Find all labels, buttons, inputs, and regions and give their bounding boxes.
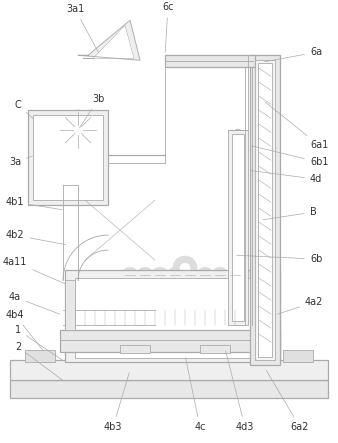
Bar — [10, 360, 328, 380]
Wedge shape — [168, 267, 183, 275]
Text: C: C — [15, 100, 33, 118]
Text: 6b1: 6b1 — [252, 146, 329, 167]
Polygon shape — [83, 25, 134, 58]
Bar — [60, 330, 280, 352]
Text: 4d: 4d — [251, 171, 322, 184]
Bar — [33, 115, 103, 200]
Text: 4d3: 4d3 — [226, 351, 254, 432]
Bar — [258, 63, 272, 357]
Wedge shape — [122, 267, 138, 275]
Bar — [255, 60, 275, 360]
Bar — [75, 278, 270, 358]
Circle shape — [81, 281, 83, 283]
Text: 4a2: 4a2 — [277, 297, 323, 314]
Text: 4a11: 4a11 — [3, 257, 66, 284]
Text: 6c: 6c — [162, 2, 174, 52]
Circle shape — [93, 281, 95, 283]
Wedge shape — [197, 267, 213, 275]
Bar — [232, 134, 244, 321]
Text: 3b: 3b — [79, 94, 104, 128]
Circle shape — [69, 281, 71, 283]
Bar — [28, 110, 108, 205]
Text: 6a1: 6a1 — [265, 102, 328, 150]
Text: 3a: 3a — [9, 156, 32, 167]
Bar — [228, 130, 248, 325]
Circle shape — [173, 256, 197, 280]
Text: 2: 2 — [15, 342, 63, 381]
Polygon shape — [78, 20, 140, 60]
Text: 4b3: 4b3 — [104, 373, 129, 432]
Circle shape — [141, 281, 143, 283]
Circle shape — [129, 281, 131, 283]
Bar — [250, 55, 280, 365]
Text: 1: 1 — [15, 325, 63, 361]
Wedge shape — [227, 267, 242, 275]
Wedge shape — [152, 267, 168, 275]
Text: 4b1: 4b1 — [6, 197, 62, 210]
Text: 4b4: 4b4 — [6, 310, 43, 351]
Bar — [65, 270, 280, 362]
Text: 6b: 6b — [237, 254, 322, 264]
Bar — [120, 345, 150, 353]
Circle shape — [180, 263, 190, 273]
Circle shape — [201, 281, 203, 283]
Text: 4a: 4a — [9, 292, 59, 314]
Circle shape — [165, 281, 167, 283]
Wedge shape — [213, 267, 227, 275]
Circle shape — [213, 281, 215, 283]
Text: 6a: 6a — [265, 47, 322, 62]
Bar — [10, 380, 328, 398]
Circle shape — [225, 281, 227, 283]
Bar — [200, 345, 230, 353]
Bar — [165, 55, 255, 67]
Circle shape — [153, 281, 155, 283]
Wedge shape — [138, 267, 152, 275]
Circle shape — [189, 281, 191, 283]
Text: 6a2: 6a2 — [266, 370, 309, 432]
Bar — [25, 350, 55, 362]
Bar — [283, 350, 313, 362]
Text: 4b2: 4b2 — [6, 230, 65, 245]
Text: 4c: 4c — [186, 358, 206, 432]
Circle shape — [117, 281, 119, 283]
Text: B: B — [263, 207, 317, 220]
Wedge shape — [183, 267, 197, 275]
Circle shape — [237, 281, 239, 283]
Circle shape — [105, 281, 107, 283]
Bar — [65, 280, 75, 330]
Circle shape — [177, 281, 179, 283]
Text: 3a1: 3a1 — [66, 4, 99, 53]
